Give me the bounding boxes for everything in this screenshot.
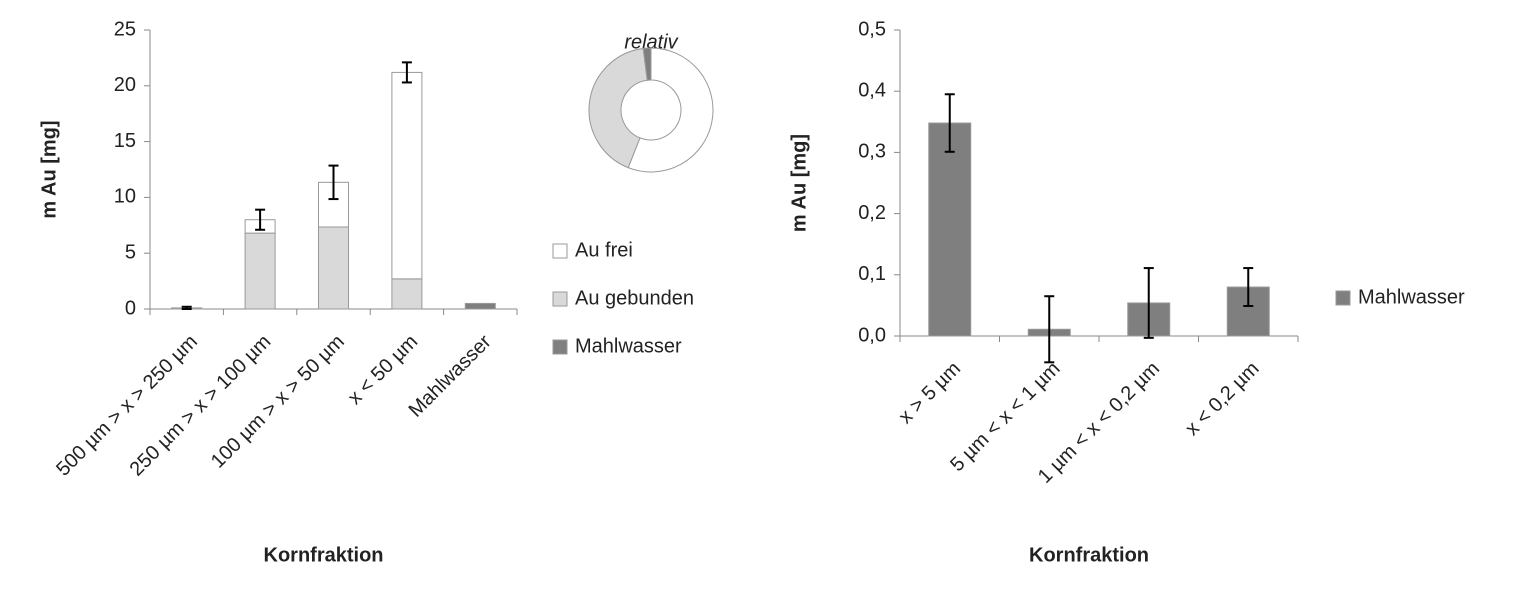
y-tick-label: 5 [125, 241, 136, 263]
x-tick-label: x > 5 µm [895, 358, 965, 428]
x-tick-label: 500 µm > x > 250 µm [52, 331, 202, 481]
legend-label: Mahlwasser [1358, 286, 1465, 308]
donut-title: relativ [624, 31, 678, 53]
x-tick-label: 250 µm > x > 100 µm [126, 331, 276, 481]
x-axis-title: Kornfraktion [1029, 544, 1149, 566]
bar [244, 232, 276, 310]
legend-label: Au gebunden [575, 287, 694, 309]
y-tick-label: 10 [114, 186, 136, 208]
x-axis-title: Kornfraktion [264, 544, 384, 566]
error-bar [328, 164, 339, 201]
x-tick-label: 100 µm > x > 50 µm [207, 331, 349, 473]
y-tick-label: 0,5 [858, 18, 886, 40]
y-tick-label: 0,3 [858, 141, 886, 163]
error-bar [1143, 267, 1154, 339]
x-tick-label: x < 50 µm [344, 331, 422, 409]
legend-swatch [552, 243, 568, 259]
bar [928, 122, 972, 337]
y-tick-label: 20 [114, 74, 136, 96]
y-axis-title: m Au [mg] [788, 134, 810, 232]
legend-label: Mahlwasser [575, 335, 682, 357]
legend-swatch [552, 339, 568, 355]
bar [318, 226, 349, 310]
error-bar [944, 93, 955, 153]
bar [464, 302, 496, 310]
error-bar [181, 305, 192, 310]
y-tick-label: 15 [114, 130, 136, 152]
y-tick-label: 0,2 [858, 202, 886, 224]
y-tick-label: 25 [114, 18, 136, 40]
donut-slice [588, 47, 648, 169]
bar [391, 278, 423, 310]
error-bar [1044, 295, 1055, 364]
legend-swatch [1335, 290, 1351, 306]
y-axis-title: m Au [mg] [38, 120, 60, 218]
donut-slice [642, 47, 652, 81]
y-tick-label: 0,4 [858, 79, 886, 101]
y-tick-label: 0,0 [858, 324, 886, 346]
error-bar [255, 208, 266, 231]
y-tick-label: 0 [125, 297, 136, 319]
bar [318, 181, 349, 228]
error-bar [1243, 267, 1254, 308]
legend-label: Au frei [575, 239, 633, 261]
bar [391, 71, 423, 280]
y-tick-label: 0,1 [858, 263, 886, 285]
donut-slice [627, 47, 714, 173]
error-bar [401, 61, 412, 84]
legend-swatch [552, 291, 568, 307]
x-tick-label: x < 0,2 µm [1181, 358, 1263, 440]
